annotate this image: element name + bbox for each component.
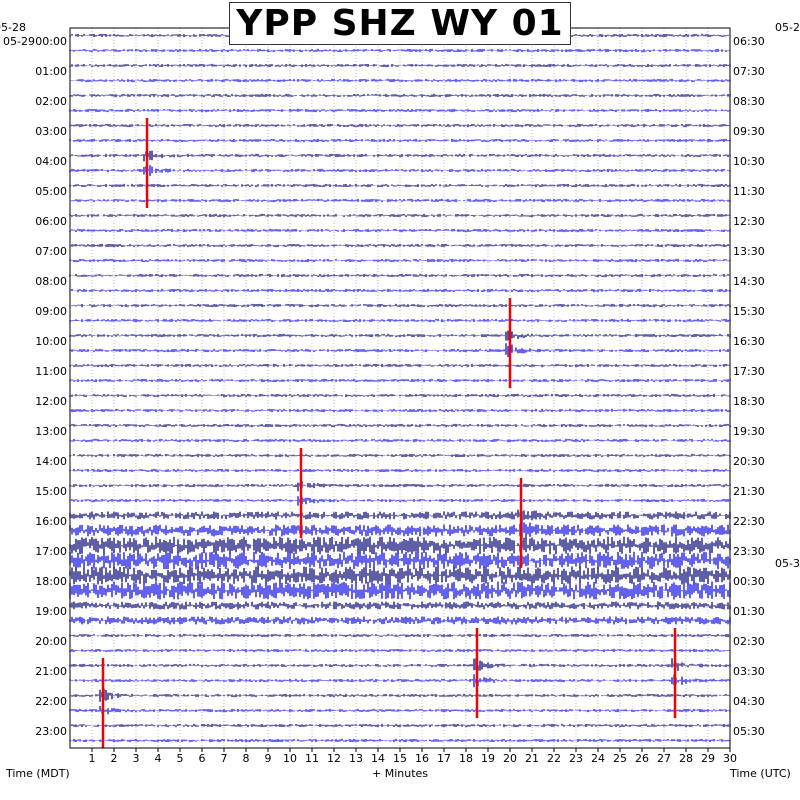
left-hour-label: 04:00 [35,155,67,168]
x-tick-label: 13 [349,752,363,765]
x-tick-label: 7 [221,752,228,765]
right-hour-label: 23:30 [733,545,765,558]
left-hour-label: 23:00 [35,725,67,738]
date-left-top: 05-28 [0,21,26,34]
right-hour-label: 03:30 [733,665,765,678]
right-hour-label: 09:30 [733,125,765,138]
x-axis-ticks: 1 2 3 4 5 6 7 8 9 10 11 12 13 14 15 16 17 18 19 20 21 22 23 24 2… [89,748,737,765]
date-right-mid: 05-3 [775,557,800,570]
x-tick-label: 14 [371,752,385,765]
chart-title: YPP SHZ WY 01 [229,2,571,45]
right-hour-label: 02:30 [733,635,765,648]
x-tick-label: 18 [459,752,473,765]
left-hour-label: 13:00 [35,425,67,438]
right-hour-label: 00:30 [733,575,765,588]
left-hour-label: 09:00 [35,305,67,318]
right-hour-label: 17:30 [733,365,765,378]
x-tick-label: 22 [547,752,561,765]
right-hour-label: 14:30 [733,275,765,288]
left-hour-label: 01:00 [35,65,67,78]
left-hour-labels: 00:00 01:00 02:00 03:00 04:00 05:00 06:00 07:00… [35,35,67,738]
left-hour-label: 00:00 [35,35,67,48]
x-tick-label: 20 [503,752,517,765]
left-hour-label: 02:00 [35,95,67,108]
right-hour-label: 16:30 [733,335,765,348]
x-tick-label: 30 [723,752,737,765]
y-label-right: Time (UTC) [729,767,791,780]
right-hour-label: 10:30 [733,155,765,168]
x-tick-label: 15 [393,752,407,765]
left-hour-label: 15:00 [35,485,67,498]
right-hour-label: 01:30 [733,605,765,618]
left-hour-label: 06:00 [35,215,67,228]
right-hour-label: 08:30 [733,95,765,108]
x-tick-label: 10 [283,752,297,765]
left-hour-label: 11:00 [35,365,67,378]
x-tick-label: 23 [569,752,583,765]
left-hour-label: 16:00 [35,515,67,528]
x-tick-label: 11 [305,752,319,765]
right-hour-label: 21:30 [733,485,765,498]
x-tick-label: 28 [679,752,693,765]
left-hour-label: 17:00 [35,545,67,558]
right-hour-labels: 06:30 07:30 08:30 09:30 10:30 11:30 12:30 13:30… [733,35,765,738]
right-hour-label: 06:30 [733,35,765,48]
x-axis-label: + Minutes [372,767,428,780]
x-tick-label: 26 [635,752,649,765]
right-hour-label: 12:30 [733,215,765,228]
x-tick-label: 9 [265,752,272,765]
right-hour-label: 22:30 [733,515,765,528]
x-tick-label: 6 [199,752,206,765]
right-hour-label: 18:30 [733,395,765,408]
x-tick-label: 27 [657,752,671,765]
right-hour-label: 07:30 [733,65,765,78]
left-hour-label: 14:00 [35,455,67,468]
right-hour-label: 05:30 [733,725,765,738]
right-hour-label: 13:30 [733,245,765,258]
y-label-left: Time (MDT) [5,767,70,780]
left-hour-label: 10:00 [35,335,67,348]
left-hour-label: 05:00 [35,185,67,198]
x-tick-label: 8 [243,752,250,765]
left-hour-label: 03:00 [35,125,67,138]
left-hour-label: 22:00 [35,695,67,708]
x-tick-label: 12 [327,752,341,765]
x-tick-label: 25 [613,752,627,765]
x-tick-label: 24 [591,752,605,765]
left-hour-label: 20:00 [35,635,67,648]
right-hour-label: 20:30 [733,455,765,468]
x-tick-label: 16 [415,752,429,765]
left-hour-label: 21:00 [35,665,67,678]
date-right-top: 05-2 [775,21,800,34]
x-tick-label: 5 [177,752,184,765]
date-left-start: 05-29 [3,35,35,48]
x-tick-label: 29 [701,752,715,765]
x-tick-label: 1 [89,752,96,765]
left-hour-label: 07:00 [35,245,67,258]
right-hour-label: 15:30 [733,305,765,318]
right-hour-label: 19:30 [733,425,765,438]
right-hour-label: 04:30 [733,695,765,708]
x-tick-label: 17 [437,752,451,765]
x-tick-label: 21 [525,752,539,765]
x-tick-label: 2 [111,752,118,765]
x-tick-label: 3 [133,752,140,765]
left-hour-label: 19:00 [35,605,67,618]
left-hour-label: 12:00 [35,395,67,408]
x-tick-label: 4 [155,752,162,765]
grid-lines [91,28,709,748]
x-tick-label: 19 [481,752,495,765]
left-hour-label: 18:00 [35,575,67,588]
left-hour-label: 08:00 [35,275,67,288]
right-hour-label: 11:30 [733,185,765,198]
